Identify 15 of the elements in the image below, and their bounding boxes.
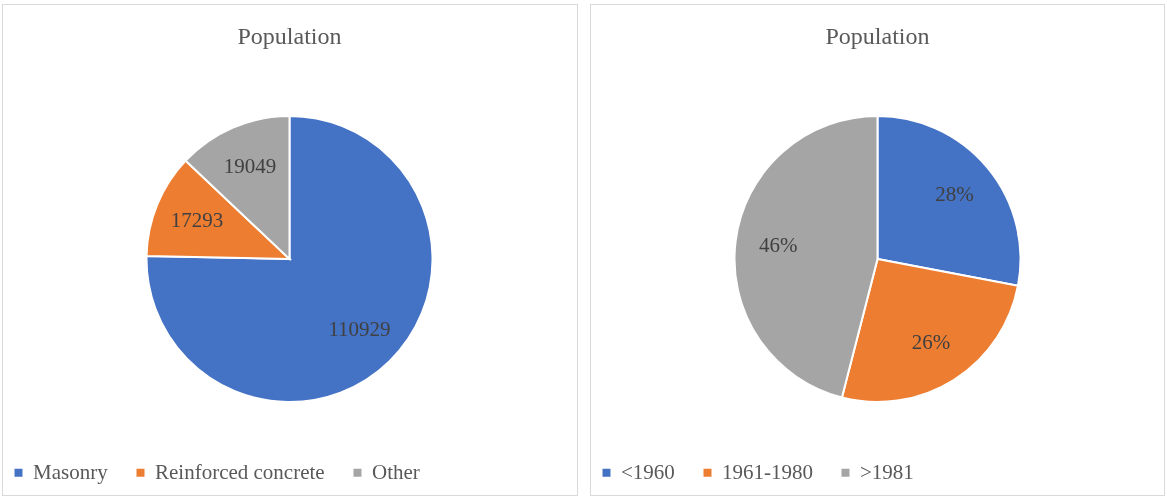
legend-label: Masonry [33,459,109,484]
data-label: 17293 [170,208,224,233]
legend-label: Other [372,459,420,484]
data-label: 28% [934,182,974,207]
data-label: 110929 [328,317,391,342]
data-label: 26% [911,330,950,355]
legend-label: >1981 [859,459,914,484]
data-label: 46% [758,233,798,258]
chart-title: Population [824,23,930,49]
chart-title: Population [237,23,342,49]
data-label: 19049 [223,154,277,179]
pie-slice [145,115,434,403]
legend-label: 1961-1980 [721,459,813,484]
legend-label: Reinforced concrete [155,459,325,484]
legend-label: <1960 [620,459,675,484]
